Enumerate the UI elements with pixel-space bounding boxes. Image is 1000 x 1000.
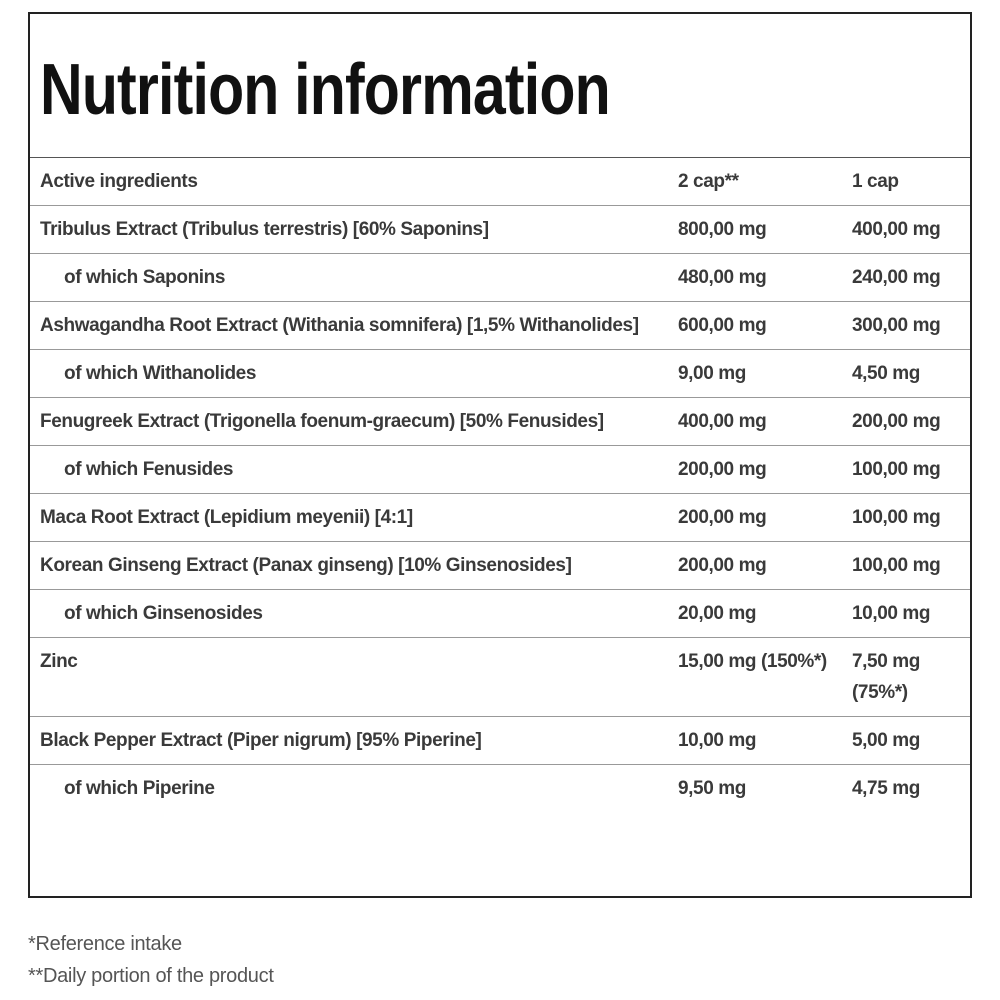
amount-cell: 400,00 mg — [842, 205, 970, 254]
amount-cell: 1 cap — [842, 158, 970, 206]
amount-cell: 4,50 mg — [842, 349, 970, 398]
amount-cell: 100,00 mg — [842, 445, 970, 494]
table-row: Maca Root Extract (Lepidium meyenii) [4:… — [30, 493, 970, 542]
ingredient-cell: Black Pepper Extract (Piper nigrum) [95%… — [30, 716, 668, 765]
table-row: Ashwagandha Root Extract (Withania somni… — [30, 301, 970, 350]
amount-cell: 9,50 mg — [678, 778, 746, 799]
amount-cell: 200,00 mg — [668, 541, 842, 590]
table-row: of which Withanolides 9,00 mg 4,50 mg — [30, 349, 970, 398]
amount-cell: 10,00 mg — [668, 716, 842, 765]
ingredient-cell: Fenugreek Extract (Trigonella foenum-gra… — [30, 397, 668, 446]
amount-cell: 800,00 mg — [668, 205, 842, 254]
amount-cell: 100,00 mg — [842, 493, 970, 542]
ingredient-cell: Zinc — [30, 637, 668, 717]
amount-cell: 300,00 mg — [842, 301, 970, 350]
amount-cell: 600,00 mg — [668, 301, 842, 350]
ingredient-cell: Korean Ginseng Extract (Panax ginseng) [… — [30, 541, 668, 590]
footnote: **Daily portion of the product — [28, 965, 274, 987]
amount-cell: 20,00 mg — [668, 589, 842, 638]
table-row: of which Saponins 480,00 mg 240,00 mg — [30, 253, 970, 302]
ingredient-cell: of which Saponins — [30, 253, 668, 302]
amount-cell: 4,75 mg — [852, 778, 920, 799]
title-bar: Nutrition information — [30, 14, 970, 158]
amount-cell: 200,00 mg — [842, 397, 970, 446]
amount-cell: 200,00 mg — [668, 493, 842, 542]
ingredient-cell: Ashwagandha Root Extract (Withania somni… — [30, 301, 668, 350]
ingredient-cell: Maca Root Extract (Lepidium meyenii) [4:… — [30, 493, 668, 542]
ingredient-cell: Tribulus Extract (Tribulus terrestris) [… — [30, 205, 668, 254]
ingredient-cell: of which Piperine — [64, 778, 215, 799]
nutrition-table: Active ingredients 2 cap** 1 cap Tribulus E… — [30, 158, 970, 812]
nutrition-panel: Nutrition information Active ingredients… — [28, 12, 972, 898]
title: Nutrition information — [40, 50, 611, 130]
table-row: Tribulus Extract (Tribulus terrestris) [… — [30, 205, 970, 254]
amount-cell: 2 cap** — [668, 158, 842, 206]
table-row: of which Piperine 9,50 mg 4,75 mg — [30, 765, 970, 813]
amount-cell: 240,00 mg — [842, 253, 970, 302]
table-row: Zinc 15,00 mg (150%*) 7,50 mg (75%*) — [30, 637, 970, 717]
ingredient-cell: of which Ginsenosides — [30, 589, 668, 638]
amount-cell: 100,00 mg — [842, 541, 970, 590]
table-row: Black Pepper Extract (Piper nigrum) [95%… — [30, 716, 970, 765]
table-row: Fenugreek Extract (Trigonella foenum-gra… — [30, 397, 970, 446]
ingredient-cell: Active ingredients — [30, 158, 668, 206]
footnote: *Reference intake — [28, 933, 182, 955]
table-row: Active ingredients 2 cap** 1 cap — [30, 158, 970, 206]
table-row: Korean Ginseng Extract (Panax ginseng) [… — [30, 541, 970, 590]
table-row: of which Fenusides 200,00 mg 100,00 mg — [30, 445, 970, 494]
amount-cell: 15,00 mg (150%*) — [668, 637, 842, 717]
ingredient-cell: of which Fenusides — [30, 445, 668, 494]
amount-cell: 400,00 mg — [668, 397, 842, 446]
amount-cell: 480,00 mg — [668, 253, 842, 302]
amount-cell: 7,50 mg (75%*) — [842, 637, 970, 717]
amount-cell: 10,00 mg — [842, 589, 970, 638]
amount-cell: 200,00 mg — [668, 445, 842, 494]
amount-cell: 5,00 mg — [842, 716, 970, 765]
amount-cell: 9,00 mg — [668, 349, 842, 398]
table-row: of which Ginsenosides 20,00 mg 10,00 mg — [30, 589, 970, 638]
ingredient-cell: of which Withanolides — [30, 349, 668, 398]
